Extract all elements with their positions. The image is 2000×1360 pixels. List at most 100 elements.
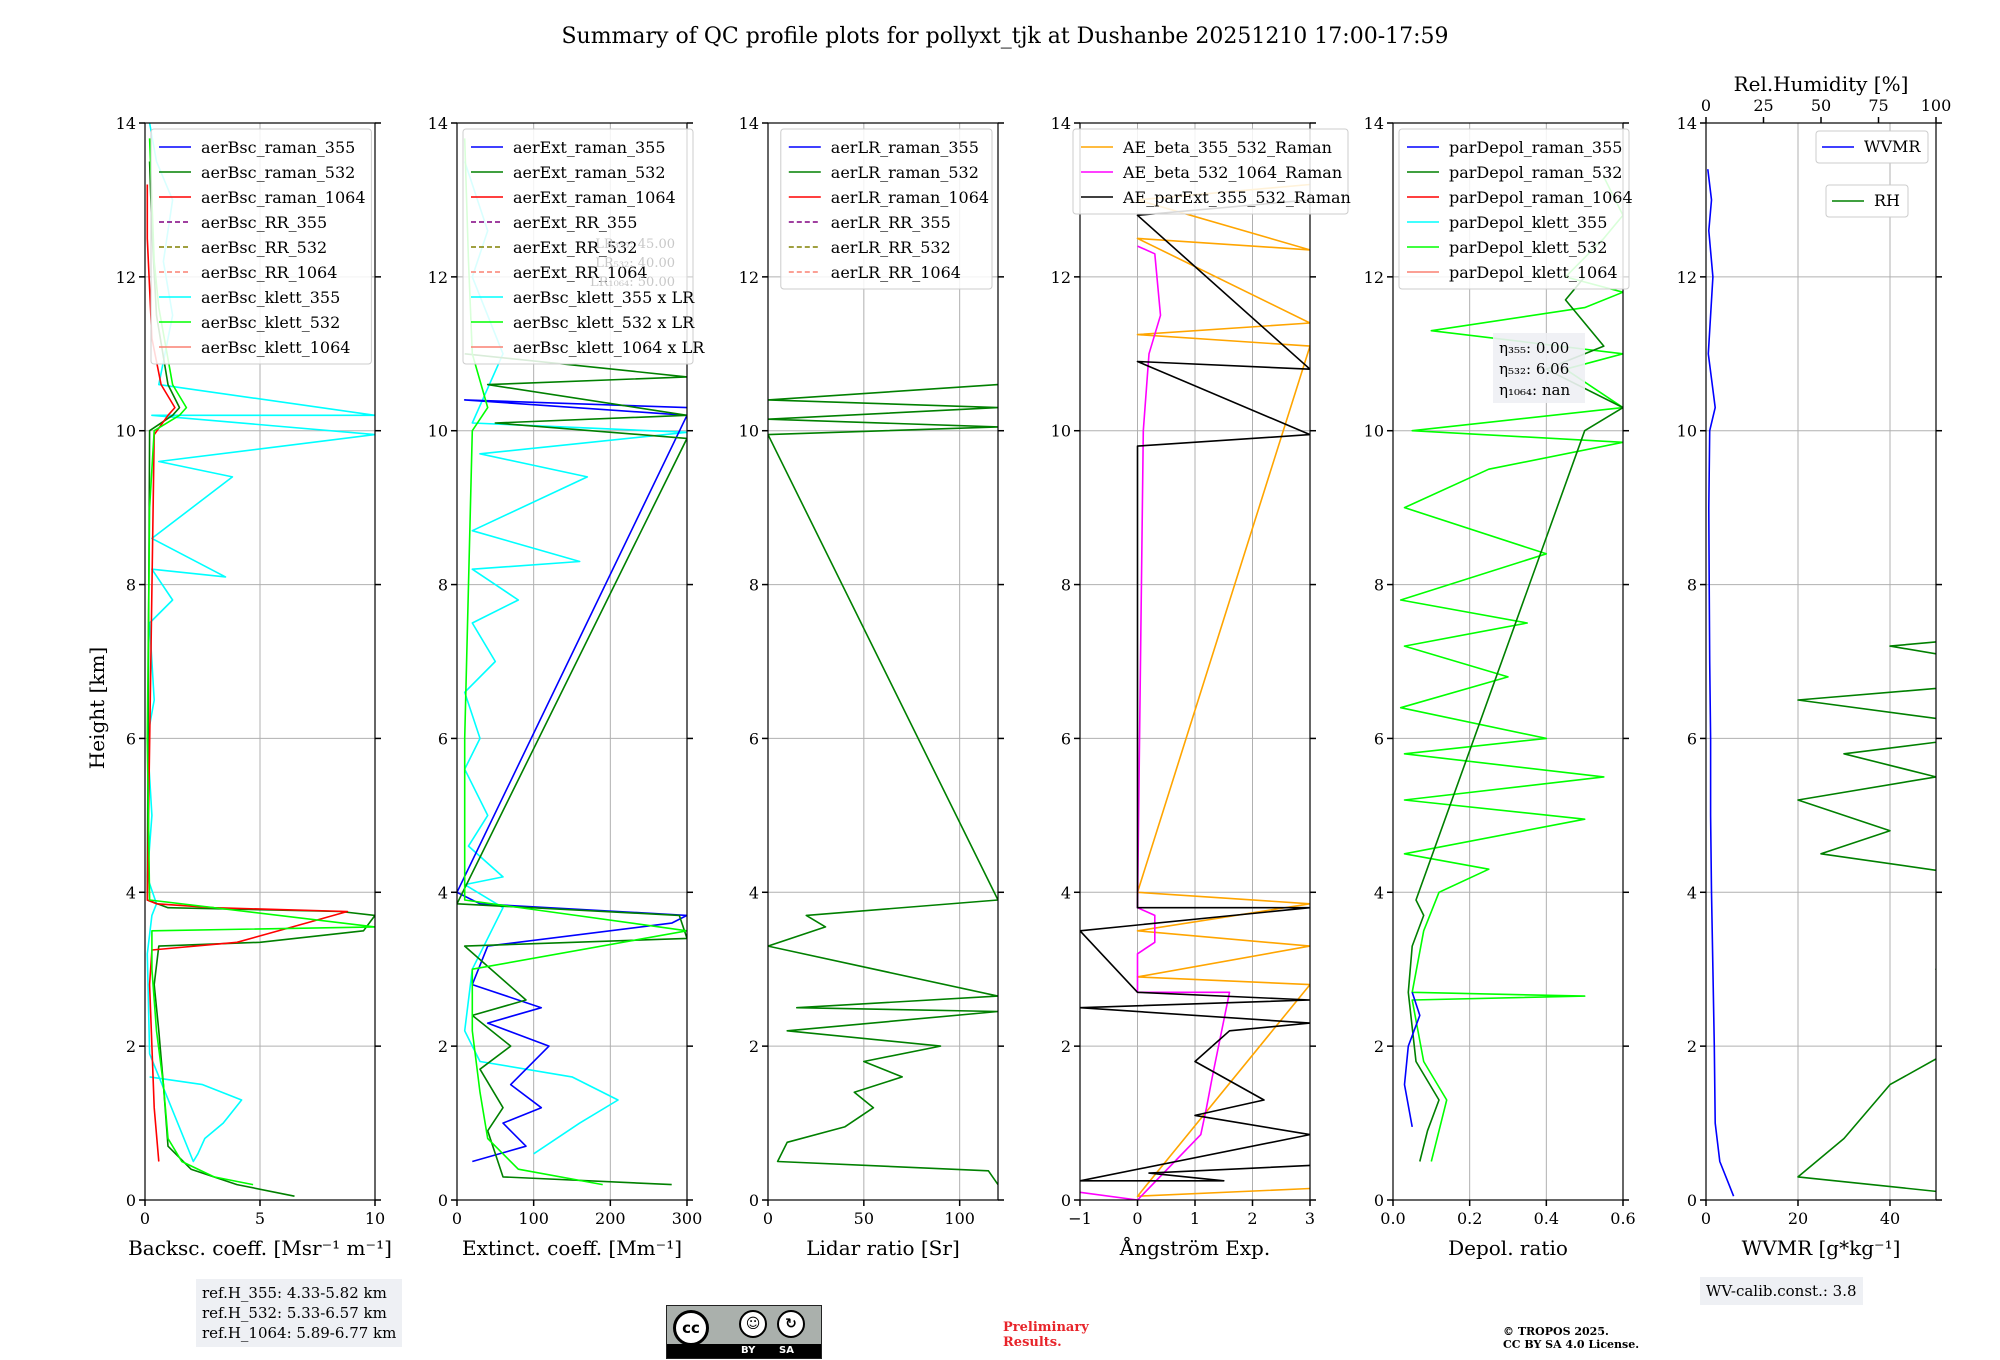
legend-frame [1398,128,1630,290]
wv-calibration-box: WV-calib.const.: 3.8 [1700,1277,1863,1305]
top-x-tick-label: 0 [1701,96,1711,115]
legend-entry-aerbsc-rr-355: aerBsc_RR_355 [201,213,327,232]
top-x-tick-label: 50 [1811,96,1831,115]
preliminary-results-note: Preliminary Results. [1003,1320,1089,1350]
legend-entry-aerlr-raman-532: aerLR_raman_532 [831,163,979,182]
preliminary-line-1: Preliminary [1003,1320,1089,1335]
y-tick-label: 0 [1687,1191,1697,1210]
series-aerext-raman-532 [457,353,687,1186]
y-tick-label: 0 [1374,1191,1384,1210]
legend-frame [150,128,372,365]
panel-grid [1705,122,1936,1201]
eta-value: η₅₃₂: 6.06 [1499,360,1569,378]
panel-depol: 0 2 4 6 8 10 12 14 0.0 0.2 0.4 0.6 Depol. ratio parDe… [1364,114,1636,1260]
top-x-tick-label: 75 [1868,96,1888,115]
y-tick-label: 14 [1364,114,1384,133]
legend-frame [1815,130,1929,164]
copyright-line-2: CC BY SA 4.0 License. [1503,1338,1640,1351]
eta-annotation-bg [1493,333,1585,403]
y-tick-label: 10 [428,422,448,441]
y-tick-label: 10 [1051,422,1071,441]
y-tick-label: 8 [1374,576,1384,595]
y-tick-label: 14 [116,114,136,133]
panel-backscatter: 0 2 4 6 8 10 12 14 0 5 10 Backsc. coeff. [Msr⁻¹ m⁻¹… [116,114,392,1260]
legend-entry-pardepol-klett-355: parDepol_klett_355 [1449,213,1607,232]
cc-license-badge[interactable]: cc ☺ ↻ BY SA [666,1305,822,1359]
y-tick-label: 12 [1677,268,1697,287]
sa-recycle-icon: ↻ [777,1310,805,1338]
legend-entry-aerbsc-klett-1064: aerBsc_klett_1064 [201,338,350,357]
y-axis-label: Height [km] [85,647,109,769]
y-tick-label: 8 [126,576,136,595]
x-tick-label: 0.0 [1380,1209,1405,1228]
x-tick-label: 2 [1247,1209,1257,1228]
y-tick-label: 12 [739,268,759,287]
eta-value: η₁₀₆₄: nan [1499,381,1570,399]
y-tick-label: 2 [438,1037,448,1056]
legend-entry-pardepol-klett-1064: parDepol_klett_1064 [1449,263,1618,282]
y-tick-label: 2 [749,1037,759,1056]
legend-entry-aerext-rr-1064: aerExt_RR_1064 [513,263,648,282]
series-aerlr-raman-532 [768,383,998,1186]
y-tick-label: 2 [126,1037,136,1056]
copyright-line-1: © TROPOS 2025. [1503,1325,1609,1338]
panel-frame [1705,122,1937,1201]
legend-entry-aerbsc-klett-532-x-lr: aerBsc_klett_532 x LR [513,313,695,332]
y-tick-label: 10 [739,422,759,441]
y-tick-label: 6 [126,729,136,748]
legend-frame [780,128,993,290]
y-tick-label: 14 [1677,114,1697,133]
x-tick-label: 3 [1305,1209,1315,1228]
y-tick-label: 2 [1061,1037,1071,1056]
legend-entry-ae-parext-355-532-raman: AE_parExt_355_532_Raman [1122,188,1351,207]
y-tick-label: 6 [1687,729,1697,748]
series-aerbsc-raman-1064 [146,184,349,1162]
series-aerbsc-klett-532 [146,138,375,1186]
series-aerbsc-klett-355 [146,123,375,1163]
y-tick-label: 6 [1061,729,1071,748]
wv-calibration-constant: WV-calib.const.: 3.8 [1706,1282,1857,1300]
ref-height-1064: ref.H_1064: 5.89-6.77 km [202,1324,397,1342]
eta-value: η₃₅₅: 0.00 [1499,339,1569,357]
y-tick-label: 8 [1061,576,1071,595]
legend-entry-pardepol-klett-532: parDepol_klett_532 [1449,238,1607,257]
y-tick-label: 4 [749,883,759,902]
legend-frame [1072,128,1349,215]
y-tick-label: 6 [438,729,448,748]
ref-height-532: ref.H_532: 5.33-6.57 km [202,1304,387,1322]
panel-grid [1079,122,1311,1201]
y-tick-label: 12 [1364,268,1384,287]
y-tick-label: 2 [1687,1037,1697,1056]
series-wvmr [1707,169,1735,1197]
legend-box: AE_beta_355_532_Raman AE_beta_532_1064_Ra… [1072,128,1351,215]
legend-box: aerBsc_raman_355 aerBsc_raman_532 aerBsc_r… [150,128,372,365]
legend-entry-aerext-raman-532: aerExt_raman_532 [513,163,666,182]
y-tick-label: 4 [126,883,136,902]
figure-title: Summary of QC profile plots for pollyxt_… [561,24,1448,49]
y-tick-label: 14 [739,114,759,133]
by-person-icon: ☺ [739,1310,767,1338]
eta-annotation: η₃₅₅: 0.00 η₅₃₂: 6.06 η₁₀₆₄: nan [1493,333,1585,403]
legend-entry-pardepol-raman-355: parDepol_raman_355 [1449,138,1622,157]
panel-extinction: 0 2 4 6 8 10 12 14 0 100 200 300 Extinct. coeff. [Mm… [428,114,706,1260]
legend-frame [462,128,694,365]
copyright-note: © TROPOS 2025. CC BY SA 4.0 License. [1503,1325,1639,1351]
x-tick-label: 100 [944,1209,975,1228]
lr-annotation: LR₅₃₂: 40.00 [595,256,675,271]
ref-height-355: ref.H_355: 4.33-5.82 km [202,1284,387,1302]
panel-frame [767,122,999,1201]
x-tick-label: 0 [763,1209,773,1228]
series-aerext-raman-355 [457,399,687,1163]
y-tick-label: 0 [126,1191,136,1210]
lr-annotation: LR₁₀₆₄: 50.00 [590,275,675,290]
x-tick-label: 0 [1701,1209,1711,1228]
y-tick-label: 12 [116,268,136,287]
legend-entry-rh: RH [1874,191,1900,210]
x-tick-label: 10 [365,1209,385,1228]
x-tick-label: 1 [1190,1209,1200,1228]
series-aerbsc-klett-355-x-lr [463,161,687,1155]
x-tick-label: −1 [1068,1209,1092,1228]
legend-entry-aerbsc-klett-532: aerBsc_klett_532 [201,313,340,332]
